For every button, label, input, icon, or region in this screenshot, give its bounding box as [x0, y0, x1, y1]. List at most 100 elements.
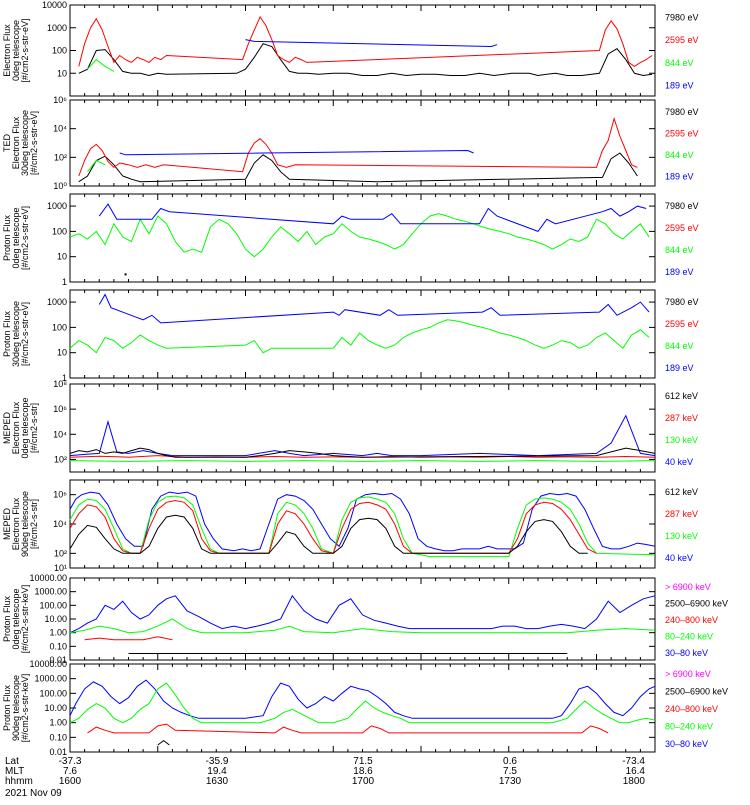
y-tick-label: 10000 — [42, 0, 67, 10]
series-line — [69, 447, 656, 458]
y-axis-label: 0deg telescope — [11, 207, 21, 268]
y-axis-label: MEPED — [2, 412, 12, 445]
footer-axis-labels: Lat MLT hhmm 2021 Nov 09 -37.3 7.6 1600 … — [5, 756, 645, 799]
series-line — [98, 203, 647, 233]
panel-frame — [69, 289, 656, 379]
footer-hhmm-1: 1630 — [206, 776, 229, 787]
legend-entry: 130 keV — [665, 531, 698, 541]
series-line — [69, 319, 650, 354]
y-tick-label: 10.00 — [44, 703, 67, 713]
y-axis-label: [#/cm2-s-str-eV] — [29, 111, 39, 175]
series-line — [87, 58, 115, 72]
series-line — [87, 723, 609, 734]
y-axis-label: 90deg telescope — [11, 675, 21, 741]
series-line — [78, 43, 653, 77]
y-tick-label: 10000.00 — [29, 573, 67, 583]
series-line — [69, 414, 656, 457]
footer-mlt-4: 16.4 — [626, 766, 646, 777]
panel-1: 10 100 1000 10000 Electron Flux 0deg telescop… — [2, 0, 699, 97]
legend-entry: 80–240 keV — [665, 722, 713, 732]
y-axis-label: Electron Flux — [2, 24, 12, 77]
y-axis-label: TED — [2, 133, 12, 152]
y-axis-label: Electron Flux — [11, 401, 21, 454]
series-line — [69, 491, 656, 552]
series-line — [69, 213, 650, 258]
y-tick-label: 100.00 — [39, 688, 67, 698]
footer-mlt-2: 18.6 — [353, 766, 373, 777]
legend-entry: 612 keV — [665, 487, 698, 497]
legend-entry: 30–80 keV — [665, 648, 708, 658]
y-tick-label: 10² — [54, 454, 67, 464]
footer-lat-4: -73.4 — [622, 756, 645, 767]
y-axis-label: 30deg telescope — [20, 110, 30, 176]
y-axis-label: MEPED — [2, 508, 12, 541]
y-axis-label: 30deg telescope — [11, 301, 21, 367]
y-axis-label: [#/cm2-s-str] — [29, 403, 39, 453]
y-axis-label: 90deg telescope — [20, 491, 30, 557]
legend-entry: 612 keV — [665, 391, 698, 401]
footer-hhmm-3: 1730 — [499, 776, 522, 787]
footer-lat-1: -35.9 — [206, 756, 229, 767]
legend-entry: 189 eV — [665, 81, 694, 91]
y-tick-label: 1000.00 — [34, 587, 67, 597]
y-tick-label: 1 — [62, 373, 67, 383]
y-tick-label: 10¹ — [54, 563, 67, 573]
legend-entry: 189 eV — [665, 267, 694, 277]
series-line — [119, 149, 474, 156]
legend-entry: > 6900 keV — [665, 582, 711, 592]
panel-2: 10⁰ 10² 10⁴ 10⁶ TED Electron Flux 30deg telesc… — [2, 95, 699, 191]
y-tick-label: 10⁴ — [53, 124, 67, 134]
legend-entry: 189 eV — [665, 171, 694, 181]
footer-lat-0: -37.3 — [59, 756, 82, 767]
y-axis-label: Electron Flux — [11, 116, 21, 169]
panel-frame — [69, 99, 656, 187]
legend-entry: 80–240 keV — [665, 631, 713, 641]
y-tick-label: 10 — [57, 252, 67, 262]
y-tick-label: 100 — [52, 46, 67, 56]
series-line — [69, 679, 656, 719]
y-tick-label: 0.10 — [49, 641, 67, 651]
legend-entry: 7980 eV — [665, 12, 699, 22]
series-line — [78, 15, 653, 68]
y-axis-label: [#/cm2-s-str-eV] — [20, 18, 30, 82]
panel-3: 1 10 100 1000 Proton Flux 0deg telescope [#/cm… — [2, 193, 699, 287]
y-axis-label: Proton Flux — [2, 595, 12, 642]
legend-entry: 844 eV — [665, 341, 694, 351]
y-tick-label: 10⁰ — [53, 181, 67, 191]
y-axis-label: 0deg telescope — [20, 397, 30, 458]
legend-entry: 240–800 keV — [665, 704, 718, 714]
footer-hhmm-0: 1600 — [59, 776, 82, 787]
y-axis-label: [#/cm2-s-str-keV] — [20, 674, 30, 743]
footer-lat-2: 71.5 — [353, 756, 373, 767]
y-axis-label: Proton Flux — [2, 214, 12, 261]
legend-entry: 240–800 keV — [665, 615, 718, 625]
y-tick-label: 10⁴ — [53, 519, 67, 529]
footer-lat-3: 0.6 — [503, 756, 517, 767]
date-label: 2021 Nov 09 — [5, 788, 62, 799]
y-axis-label: Electron Flux — [11, 497, 21, 550]
y-axis-label: [#/cm2-s-str] — [29, 499, 39, 549]
y-tick-label: 1.00 — [49, 718, 67, 728]
y-axis-label: 0deg telescope — [11, 20, 21, 81]
legend-entry: 30–80 keV — [665, 739, 708, 749]
y-axis-label: [#/cm2-s-str-eV] — [20, 302, 30, 366]
panel-7: 0.01 0.10 1.00 10.00 100.00 1000.00 10000.00 Pr… — [2, 573, 728, 665]
footer-mlt-3: 7.5 — [503, 766, 517, 777]
y-tick-label: 0.01 — [49, 655, 67, 665]
legend-entry: 2500–6900 keV — [665, 599, 728, 609]
legend-entry: 7980 eV — [665, 107, 699, 117]
y-tick-label: 10² — [54, 548, 67, 558]
series-line — [69, 460, 656, 462]
series-line — [87, 159, 106, 173]
y-axis-label: Proton Flux — [2, 310, 12, 357]
y-tick-label: 10⁶ — [53, 490, 67, 500]
series-line — [69, 618, 656, 634]
y-tick-label: 10⁴ — [53, 429, 67, 439]
panel-5: 10² 10⁴ 10⁶ 10⁸ MEPED Electron Flux 0deg teles… — [2, 379, 698, 473]
legend-entry: 2595 eV — [665, 35, 699, 45]
footer-label-lat: Lat — [5, 756, 19, 767]
series-line — [84, 636, 173, 641]
y-tick-label: 100 — [52, 226, 67, 236]
